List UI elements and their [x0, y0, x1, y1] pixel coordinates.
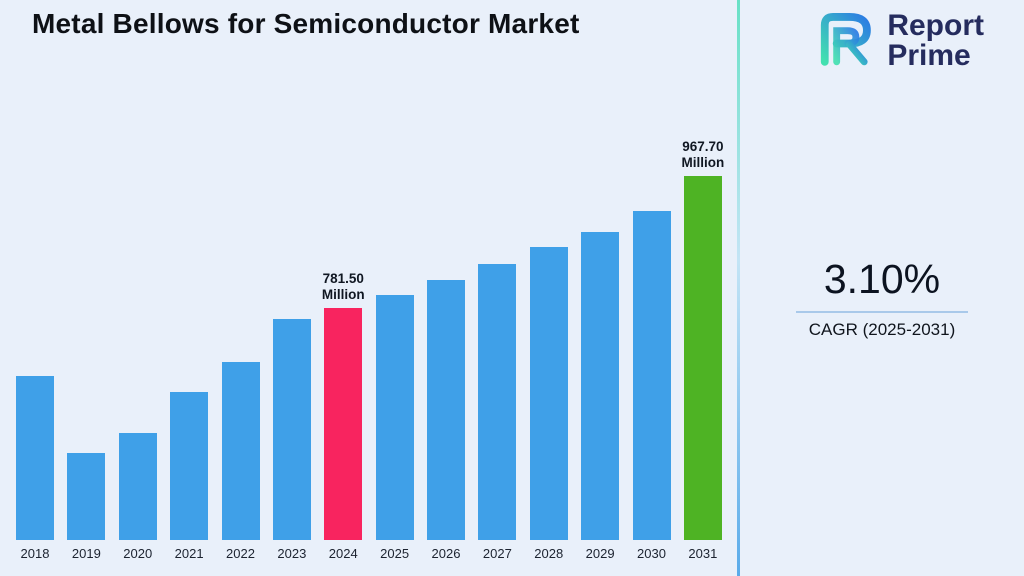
logo-text-line2: Prime — [887, 38, 971, 72]
reportprime-logo: Report Prime — [811, 8, 984, 73]
bar-column-2021 — [170, 100, 209, 540]
bar-column-2027 — [478, 100, 517, 540]
bar-2028 — [529, 247, 568, 540]
bar-2030 — [632, 211, 671, 540]
bar-column-2024: 781.50 Million — [321, 100, 365, 540]
cagr-block: 3.10% CAGR (2025-2031) — [762, 256, 1002, 340]
x-axis-label-2028: 2028 — [534, 546, 564, 561]
bar-2023 — [272, 319, 311, 540]
bar-2029 — [581, 232, 620, 540]
cagr-underline — [796, 311, 968, 313]
x-axis-label-2021: 2021 — [174, 546, 204, 561]
bar-column-2028 — [529, 100, 568, 540]
bar-2019 — [67, 453, 106, 540]
bar-chart: 781.50 Million 967.70 Million 2018 2019 2020 2… — [16, 100, 725, 562]
bar-2027 — [478, 264, 517, 540]
bar-column-2025 — [375, 100, 414, 540]
cagr-value: 3.10% — [823, 256, 941, 302]
bar-2025 — [375, 295, 414, 540]
bar-2020 — [118, 433, 157, 540]
bar-column-2022 — [221, 100, 260, 540]
reportprime-logo-icon — [811, 8, 877, 73]
x-axis-label-2018: 2018 — [20, 546, 50, 561]
page-title: Metal Bellows for Semiconductor Market — [32, 8, 580, 39]
x-axis-label-2027: 2027 — [482, 546, 512, 561]
bar-column-2031: 967.70 Million — [681, 100, 725, 540]
x-axis-label-2029: 2029 — [585, 546, 615, 561]
bar-column-2019 — [67, 100, 106, 540]
logo-text-line1: Report — [887, 9, 984, 43]
x-axis-label-2020: 2020 — [123, 546, 153, 561]
x-axis-label-2019: 2019 — [71, 546, 101, 561]
bar-2026 — [427, 280, 465, 540]
bar-2018 — [16, 376, 54, 540]
divider-line — [737, 0, 740, 576]
bars-row: 781.50 Million 967.70 Million — [16, 100, 725, 540]
bar-2021 — [170, 392, 209, 540]
bar-column-2026 — [427, 100, 465, 540]
bar-2031 — [683, 176, 722, 540]
x-axis-label-2023: 2023 — [277, 546, 307, 561]
cagr-label: CAGR (2025-2031) — [808, 320, 956, 339]
bar-column-2023 — [272, 100, 311, 540]
x-axis-label-2024: 2024 — [328, 546, 358, 561]
x-axis-label-2030: 2030 — [637, 546, 666, 561]
bar-2022 — [221, 362, 260, 540]
bar-value-label-2031: 967.70 Million — [681, 139, 725, 171]
years-row: 2018 2019 2020 2021 2022 2023 2024 2025 2026 2027… — [16, 546, 722, 561]
bar-value-label-2024: 781.50 Million — [321, 271, 365, 303]
x-axis-label-2031: 2031 — [688, 546, 718, 561]
bar-column-2029 — [581, 100, 620, 540]
bar-column-2030 — [632, 100, 671, 540]
x-axis-label-2022: 2022 — [226, 546, 255, 561]
bar-column-2020 — [118, 100, 157, 540]
x-axis-label-2026: 2026 — [431, 546, 461, 561]
x-axis-label-2025: 2025 — [380, 546, 410, 561]
bar-column-2018 — [16, 100, 54, 540]
bar-2024 — [324, 308, 363, 540]
